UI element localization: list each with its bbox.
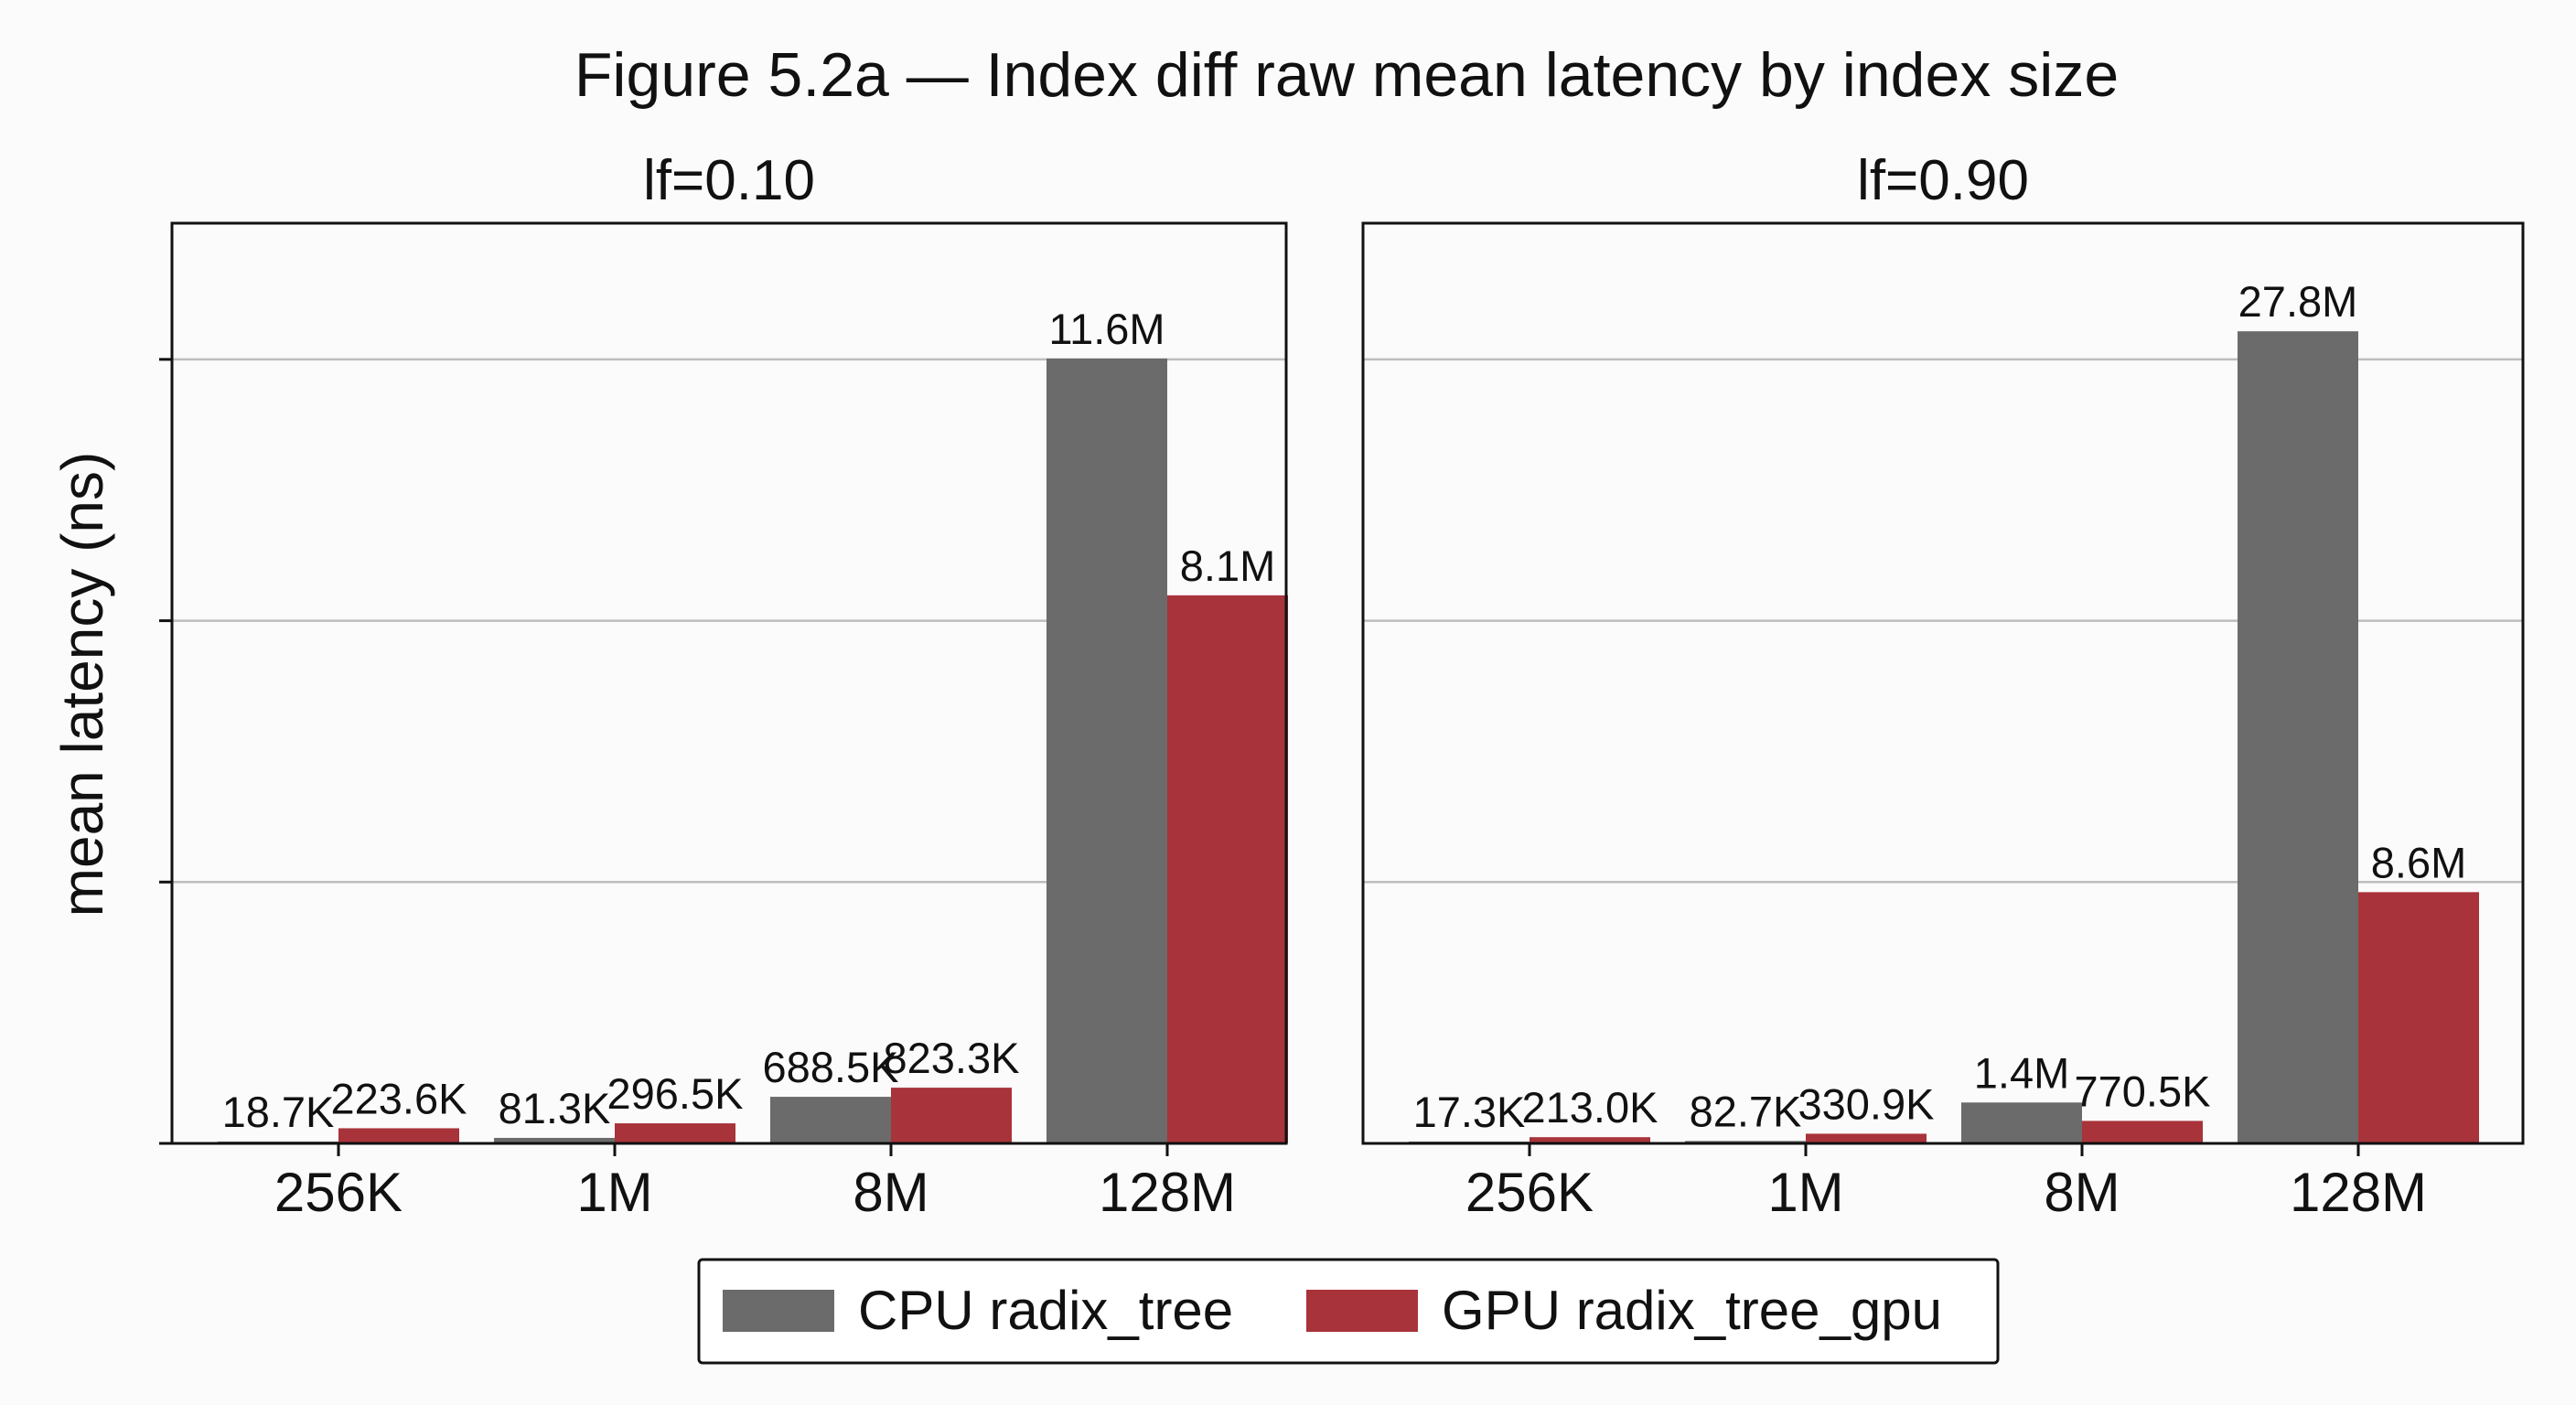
cpu-bar-128m bbox=[2238, 331, 2358, 1144]
cpu-value-label-1m: 81.3K bbox=[499, 1084, 611, 1132]
legend-item-gpu-label: GPU radix_tree_gpu bbox=[1442, 1280, 1942, 1341]
x-tick-label-256k: 256K bbox=[1465, 1162, 1594, 1223]
gpu-bar-256k bbox=[338, 1128, 459, 1143]
legend: CPU radix_tree GPU radix_tree_gpu bbox=[697, 1258, 2000, 1365]
gpu-value-label-8m: 770.5K bbox=[2075, 1067, 2211, 1115]
panel-title: lf=0.90 bbox=[1857, 149, 2029, 212]
panel-frame bbox=[1361, 221, 2525, 1145]
cpu-value-label-128m: 27.8M bbox=[2238, 277, 2358, 326]
cpu-value-label-128m: 11.6M bbox=[1048, 305, 1165, 353]
x-tick-label-128m: 128M bbox=[1099, 1162, 1236, 1223]
gpu-bar-128m bbox=[2358, 892, 2479, 1143]
x-tick-label-256k: 256K bbox=[274, 1162, 402, 1223]
chart-title: Figure 5.2a — Index diff raw mean latenc… bbox=[574, 40, 2119, 110]
gpu-value-label-128m: 8.6M bbox=[2371, 838, 2467, 886]
panel-title: lf=0.10 bbox=[643, 149, 815, 212]
cpu-value-label-256k: 17.3K bbox=[1413, 1088, 1526, 1136]
x-tick-label-1m: 1M bbox=[576, 1162, 652, 1223]
x-tick-label-1m: 1M bbox=[1767, 1162, 1843, 1223]
gpu-bar-1m bbox=[615, 1123, 735, 1143]
x-tick-label-8m: 8M bbox=[853, 1162, 928, 1223]
gpu-bar-8m bbox=[2082, 1121, 2203, 1143]
gpu-value-label-1m: 330.9K bbox=[1798, 1079, 1935, 1128]
cpu-bar-1m bbox=[494, 1137, 615, 1143]
legend-item-gpu-swatch bbox=[1306, 1290, 1418, 1332]
panel-frame bbox=[170, 221, 1288, 1145]
legend-item-cpu-label: CPU radix_tree bbox=[858, 1280, 1233, 1341]
cpu-bar-128m bbox=[1046, 358, 1167, 1143]
gpu-value-label-256k: 213.0K bbox=[1522, 1083, 1658, 1132]
x-tick-label-128m: 128M bbox=[2290, 1162, 2427, 1223]
gpu-bar-128m bbox=[1167, 595, 1288, 1143]
y-axis-label: mean latency (ns) bbox=[49, 452, 115, 917]
cpu-bar-8m bbox=[1961, 1102, 2082, 1143]
legend-item-cpu-swatch bbox=[723, 1290, 834, 1332]
gpu-value-label-128m: 8.1M bbox=[1180, 542, 1276, 590]
gpu-value-label-1m: 296.5K bbox=[607, 1069, 744, 1118]
cpu-bar-8m bbox=[770, 1097, 891, 1143]
cpu-value-label-8m: 688.5K bbox=[763, 1043, 899, 1091]
gpu-bar-1m bbox=[1806, 1133, 1927, 1143]
gpu-bar-256k bbox=[1530, 1137, 1650, 1143]
gpu-value-label-8m: 823.3K bbox=[884, 1034, 1020, 1082]
x-tick-label-8m: 8M bbox=[2044, 1162, 2120, 1223]
gpu-value-label-256k: 223.6K bbox=[331, 1074, 467, 1122]
gpu-bar-8m bbox=[891, 1088, 1012, 1143]
cpu-value-label-8m: 1.4M bbox=[1974, 1048, 2070, 1097]
cpu-value-label-256k: 18.7K bbox=[222, 1088, 335, 1136]
cpu-value-label-1m: 82.7K bbox=[1690, 1087, 1802, 1135]
